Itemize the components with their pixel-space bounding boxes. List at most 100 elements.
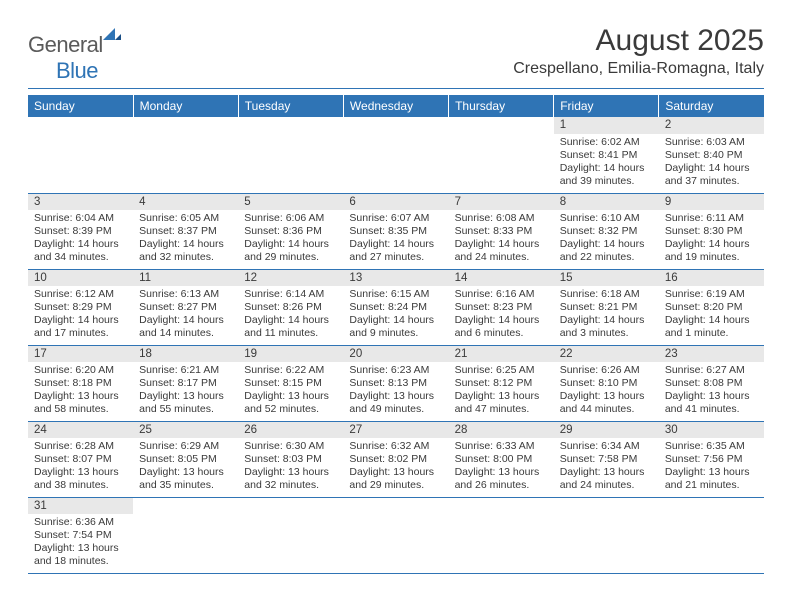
day-detail: Sunrise: 6:35 AMSunset: 7:56 PMDaylight:… — [659, 438, 764, 497]
empty-cell — [238, 497, 343, 514]
daylight-text: Daylight: 13 hours and 49 minutes. — [349, 390, 442, 416]
day-number: 22 — [554, 345, 659, 362]
day-detail: Sunrise: 6:22 AMSunset: 8:15 PMDaylight:… — [238, 362, 343, 421]
day-detail-row: Sunrise: 6:12 AMSunset: 8:29 PMDaylight:… — [28, 286, 764, 345]
day-detail: Sunrise: 6:20 AMSunset: 8:18 PMDaylight:… — [28, 362, 133, 421]
sunrise-text: Sunrise: 6:21 AM — [139, 364, 232, 377]
weekday-header: Friday — [554, 95, 659, 117]
day-detail: Sunrise: 6:02 AMSunset: 8:41 PMDaylight:… — [554, 134, 659, 193]
day-detail: Sunrise: 6:23 AMSunset: 8:13 PMDaylight:… — [343, 362, 448, 421]
day-detail: Sunrise: 6:13 AMSunset: 8:27 PMDaylight:… — [133, 286, 238, 345]
day-detail-row: Sunrise: 6:20 AMSunset: 8:18 PMDaylight:… — [28, 362, 764, 421]
day-number: 5 — [238, 193, 343, 210]
daylight-text: Daylight: 13 hours and 29 minutes. — [349, 466, 442, 492]
day-detail: Sunrise: 6:21 AMSunset: 8:17 PMDaylight:… — [133, 362, 238, 421]
empty-cell — [449, 514, 554, 573]
daylight-text: Daylight: 14 hours and 22 minutes. — [560, 238, 653, 264]
sunrise-text: Sunrise: 6:16 AM — [455, 288, 548, 301]
weekday-header: Wednesday — [343, 95, 448, 117]
title-underline — [28, 88, 764, 89]
sunset-text: Sunset: 7:54 PM — [34, 529, 127, 542]
day-detail: Sunrise: 6:30 AMSunset: 8:03 PMDaylight:… — [238, 438, 343, 497]
day-number: 13 — [343, 269, 448, 286]
day-detail: Sunrise: 6:10 AMSunset: 8:32 PMDaylight:… — [554, 210, 659, 269]
daylight-text: Daylight: 13 hours and 26 minutes. — [455, 466, 548, 492]
empty-cell — [133, 514, 238, 573]
sunset-text: Sunset: 8:36 PM — [244, 225, 337, 238]
sunset-text: Sunset: 8:08 PM — [665, 377, 758, 390]
empty-cell — [554, 514, 659, 573]
sunrise-text: Sunrise: 6:14 AM — [244, 288, 337, 301]
daylight-text: Daylight: 13 hours and 55 minutes. — [139, 390, 232, 416]
day-number-row: 17181920212223 — [28, 345, 764, 362]
daylight-text: Daylight: 14 hours and 29 minutes. — [244, 238, 337, 264]
day-number-row: 10111213141516 — [28, 269, 764, 286]
empty-cell — [28, 117, 133, 134]
daylight-text: Daylight: 14 hours and 1 minute. — [665, 314, 758, 340]
daylight-text: Daylight: 14 hours and 27 minutes. — [349, 238, 442, 264]
daylight-text: Daylight: 14 hours and 6 minutes. — [455, 314, 548, 340]
day-number: 11 — [133, 269, 238, 286]
empty-cell — [554, 497, 659, 514]
day-detail: Sunrise: 6:07 AMSunset: 8:35 PMDaylight:… — [343, 210, 448, 269]
daylight-text: Daylight: 14 hours and 9 minutes. — [349, 314, 442, 340]
empty-cell — [449, 134, 554, 193]
day-number: 4 — [133, 193, 238, 210]
weekday-header: Saturday — [659, 95, 764, 117]
sunset-text: Sunset: 8:29 PM — [34, 301, 127, 314]
page-title: August 2025 — [513, 24, 764, 58]
day-number: 1 — [554, 117, 659, 134]
daylight-text: Daylight: 13 hours and 24 minutes. — [560, 466, 653, 492]
sunset-text: Sunset: 8:12 PM — [455, 377, 548, 390]
sunrise-text: Sunrise: 6:18 AM — [560, 288, 653, 301]
day-number: 26 — [238, 421, 343, 438]
sunrise-text: Sunrise: 6:03 AM — [665, 136, 758, 149]
sunrise-text: Sunrise: 6:13 AM — [139, 288, 232, 301]
day-number: 17 — [28, 345, 133, 362]
sunrise-text: Sunrise: 6:02 AM — [560, 136, 653, 149]
day-number: 14 — [449, 269, 554, 286]
sunrise-text: Sunrise: 6:19 AM — [665, 288, 758, 301]
sunrise-text: Sunrise: 6:04 AM — [34, 212, 127, 225]
day-detail: Sunrise: 6:03 AMSunset: 8:40 PMDaylight:… — [659, 134, 764, 193]
day-detail-row: Sunrise: 6:04 AMSunset: 8:39 PM Daylight:… — [28, 210, 764, 269]
sunrise-text: Sunrise: 6:06 AM — [244, 212, 337, 225]
day-detail: Sunrise: 6:33 AMSunset: 8:00 PMDaylight:… — [449, 438, 554, 497]
location-subtitle: Crespellano, Emilia-Romagna, Italy — [513, 60, 764, 82]
sunset-text: Sunset: 8:02 PM — [349, 453, 442, 466]
sunrise-text: Sunrise: 6:22 AM — [244, 364, 337, 377]
sunset-text: Sunset: 8:20 PM — [665, 301, 758, 314]
day-detail: Sunrise: 6:04 AMSunset: 8:39 PMDaylight:… — [28, 210, 133, 269]
daylight-text: Daylight: 13 hours and 38 minutes. — [34, 466, 127, 492]
sunset-text: Sunset: 8:18 PM — [34, 377, 127, 390]
weekday-header-row: SundayMondayTuesdayWednesdayThursdayFrid… — [28, 95, 764, 117]
weekday-header: Thursday — [449, 95, 554, 117]
day-number: 30 — [659, 421, 764, 438]
sunrise-text: Sunrise: 6:36 AM — [34, 516, 127, 529]
empty-cell — [238, 134, 343, 193]
day-detail: Sunrise: 6:29 AMSunset: 8:05 PMDaylight:… — [133, 438, 238, 497]
sunset-text: Sunset: 8:39 PM — [34, 225, 127, 238]
day-number: 29 — [554, 421, 659, 438]
sunrise-text: Sunrise: 6:23 AM — [349, 364, 442, 377]
sunrise-text: Sunrise: 6:25 AM — [455, 364, 548, 377]
day-number: 21 — [449, 345, 554, 362]
day-number: 27 — [343, 421, 448, 438]
sunset-text: Sunset: 8:13 PM — [349, 377, 442, 390]
daylight-text: Daylight: 13 hours and 41 minutes. — [665, 390, 758, 416]
day-detail: Sunrise: 6:15 AMSunset: 8:24 PMDaylight:… — [343, 286, 448, 345]
sunset-text: Sunset: 8:41 PM — [560, 149, 653, 162]
sunrise-text: Sunrise: 6:34 AM — [560, 440, 653, 453]
sunset-text: Sunset: 7:58 PM — [560, 453, 653, 466]
day-detail-row: Sunrise: 6:02 AMSunset: 8:41 PMDaylight:… — [28, 134, 764, 193]
empty-cell — [238, 514, 343, 573]
day-number-row: 31 — [28, 497, 764, 514]
daylight-text: Daylight: 14 hours and 11 minutes. — [244, 314, 337, 340]
day-detail: Sunrise: 6:25 AMSunset: 8:12 PMDaylight:… — [449, 362, 554, 421]
sunset-text: Sunset: 8:24 PM — [349, 301, 442, 314]
daylight-text: Daylight: 13 hours and 18 minutes. — [34, 542, 127, 568]
daylight-text: Daylight: 13 hours and 32 minutes. — [244, 466, 337, 492]
day-number: 6 — [343, 193, 448, 210]
empty-cell — [133, 134, 238, 193]
sunset-text: Sunset: 8:40 PM — [665, 149, 758, 162]
